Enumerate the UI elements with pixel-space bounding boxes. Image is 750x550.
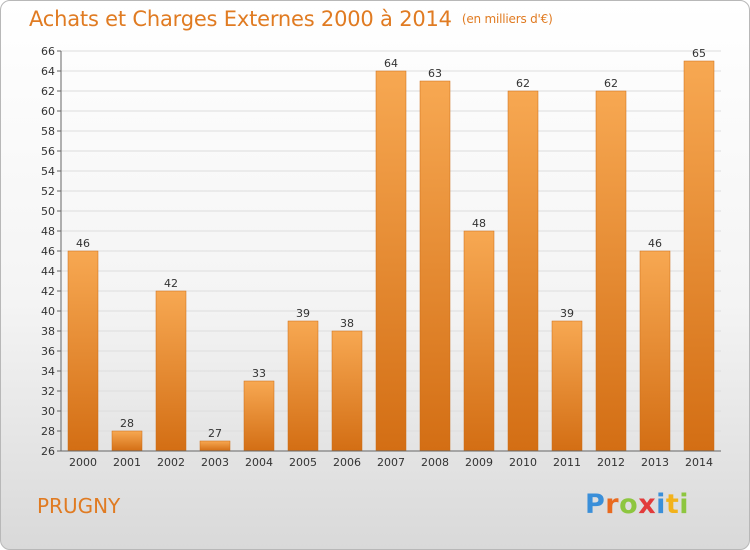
data-label: 28 — [120, 417, 134, 430]
x-tick-label: 2001 — [113, 456, 141, 469]
commune-name: PRUGNY — [37, 494, 121, 518]
proxiti-logo: Proxiti — [585, 489, 689, 520]
y-tick-label: 44 — [41, 265, 55, 278]
y-tick-label: 34 — [41, 365, 55, 378]
logo-letter: i — [656, 489, 666, 520]
data-label: 62 — [516, 77, 530, 90]
x-tick-label: 2009 — [465, 456, 493, 469]
y-tick-label: 26 — [41, 445, 55, 458]
x-tick-label: 2010 — [509, 456, 537, 469]
x-tick-label: 2006 — [333, 456, 361, 469]
y-tick-label: 32 — [41, 385, 55, 398]
bar-2002 — [155, 290, 187, 452]
x-tick-label: 2002 — [157, 456, 185, 469]
bar-2012 — [595, 90, 627, 452]
y-tick-label: 38 — [41, 325, 55, 338]
x-tick-label: 2004 — [245, 456, 273, 469]
bar-2006 — [331, 330, 363, 452]
y-tick-label: 30 — [41, 405, 55, 418]
y-tick-label: 62 — [41, 85, 55, 98]
data-label: 63 — [428, 67, 442, 80]
bar-2003 — [199, 440, 231, 452]
data-label: 39 — [296, 307, 310, 320]
y-tick-label: 66 — [41, 45, 55, 58]
bar-2010 — [507, 90, 539, 452]
data-label: 42 — [164, 277, 178, 290]
bar-2008 — [419, 80, 451, 452]
x-tick-label: 2000 — [69, 456, 97, 469]
data-label: 62 — [604, 77, 618, 90]
chart-title-text: Achats et Charges Externes 2000 à 2014 — [29, 7, 452, 31]
y-tick-label: 48 — [41, 225, 55, 238]
data-label: 38 — [340, 317, 354, 330]
x-tick-label: 2014 — [685, 456, 713, 469]
data-label: 39 — [560, 307, 574, 320]
data-label: 65 — [692, 47, 706, 60]
data-label: 46 — [76, 237, 90, 250]
data-label: 33 — [252, 367, 266, 380]
logo-letter: t — [665, 489, 680, 520]
logo-letter: P — [585, 489, 606, 520]
y-tick-label: 54 — [41, 165, 55, 178]
data-label: 64 — [384, 57, 398, 70]
bar-2001 — [111, 430, 143, 452]
y-tick-label: 50 — [41, 205, 55, 218]
y-tick-label: 56 — [41, 145, 55, 158]
logo-letter: o — [619, 489, 639, 520]
y-tick-label: 40 — [41, 305, 55, 318]
bar-2007 — [375, 70, 407, 452]
y-tick-label: 64 — [41, 65, 55, 78]
bar-2013 — [639, 250, 671, 452]
logo-letter: r — [605, 489, 620, 520]
data-label: 27 — [208, 427, 222, 440]
chart-subtitle: (en milliers d'€) — [461, 12, 553, 26]
data-label: 46 — [648, 237, 662, 250]
bar-2000 — [67, 250, 99, 452]
x-tick-label: 2011 — [553, 456, 581, 469]
x-tick-label: 2003 — [201, 456, 229, 469]
bar-2009 — [463, 230, 495, 452]
y-tick-label: 42 — [41, 285, 55, 298]
y-tick-label: 28 — [41, 425, 55, 438]
axes: 26 28 30 32 34 36 38 40 42 44 46 48 50 52 54 56 58 60 62 64… — [41, 45, 721, 469]
x-tick-label: 2008 — [421, 456, 449, 469]
bar-2005 — [287, 320, 319, 452]
y-tick-label: 36 — [41, 345, 55, 358]
y-tick-label: 58 — [41, 125, 55, 138]
logo-letter: i — [679, 489, 690, 520]
x-tick-label: 2013 — [641, 456, 669, 469]
chart-title: Achats et Charges Externes 2000 à 2014 (e… — [29, 7, 553, 31]
bar-2011 — [551, 320, 583, 452]
bars: 46 28 42 27 33 39 38 64 63 48 62 39 62 46 65 — [67, 47, 715, 452]
y-tick-label: 46 — [41, 245, 55, 258]
x-tick-label: 2005 — [289, 456, 317, 469]
y-tick-label: 60 — [41, 105, 55, 118]
bar-2004 — [243, 380, 275, 452]
bar-2014 — [683, 60, 715, 452]
y-tick-label: 52 — [41, 185, 55, 198]
data-label: 48 — [472, 217, 486, 230]
logo-letter: x — [638, 489, 657, 520]
x-tick-label: 2007 — [377, 456, 405, 469]
x-tick-label: 2012 — [597, 456, 625, 469]
